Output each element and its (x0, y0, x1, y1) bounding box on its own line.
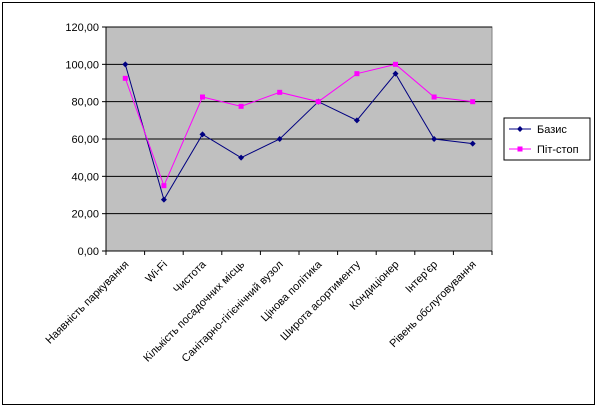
legend: Базис Піт-стоп (503, 117, 591, 161)
x-tick-label: Інтер'єр (403, 259, 440, 296)
y-tick-label: 60,00 (71, 134, 99, 146)
y-tick-label: 0,00 (78, 246, 99, 258)
data-point (315, 99, 321, 105)
series-pitstop (122, 61, 476, 189)
legend-marker-square-icon (517, 146, 523, 152)
data-point (353, 117, 360, 124)
data-point (238, 103, 244, 109)
data-point (392, 70, 399, 77)
y-tick-label: 40,00 (71, 171, 99, 183)
series-basis (122, 61, 476, 203)
y-tick-label: 120,00 (65, 22, 99, 34)
data-point (199, 131, 206, 138)
data-point (161, 183, 167, 189)
data-point (238, 154, 245, 161)
data-point (354, 71, 360, 77)
data-point (470, 99, 476, 105)
series-line (124, 64, 473, 201)
data-point (393, 61, 398, 67)
data-point (431, 94, 437, 100)
gridlines (106, 26, 492, 215)
data-point (276, 136, 283, 142)
x-tick-label: Чистота (171, 258, 209, 296)
x-tick-label: Наявність паркування (44, 259, 132, 347)
y-axis-tick-labels: 0,00 20,00 40,00 60,00 80,00 100,00 120,00 (65, 22, 99, 258)
x-axis-tick-labels: Наявність паркування Wi-Fi ЧистотаКількіст… (44, 258, 479, 365)
y-tick-label: 20,00 (71, 209, 99, 221)
series (122, 61, 476, 203)
data-point (431, 136, 438, 142)
legend-label-pitstop: Піт-стоп (537, 144, 579, 156)
data-point (160, 196, 167, 203)
x-tick-label: Wi-Fi (143, 259, 170, 286)
data-point (122, 75, 128, 81)
data-point (277, 89, 283, 95)
data-point (200, 94, 205, 100)
legend-label-basis: Базис (537, 124, 567, 136)
legend-box (503, 117, 591, 161)
legend-marker-diamond-icon (517, 126, 523, 132)
axes (102, 26, 493, 255)
data-point (122, 61, 129, 68)
series-line (124, 63, 473, 188)
data-point (469, 140, 476, 147)
y-tick-label: 100,00 (65, 59, 99, 71)
y-tick-label: 80,00 (71, 97, 99, 109)
